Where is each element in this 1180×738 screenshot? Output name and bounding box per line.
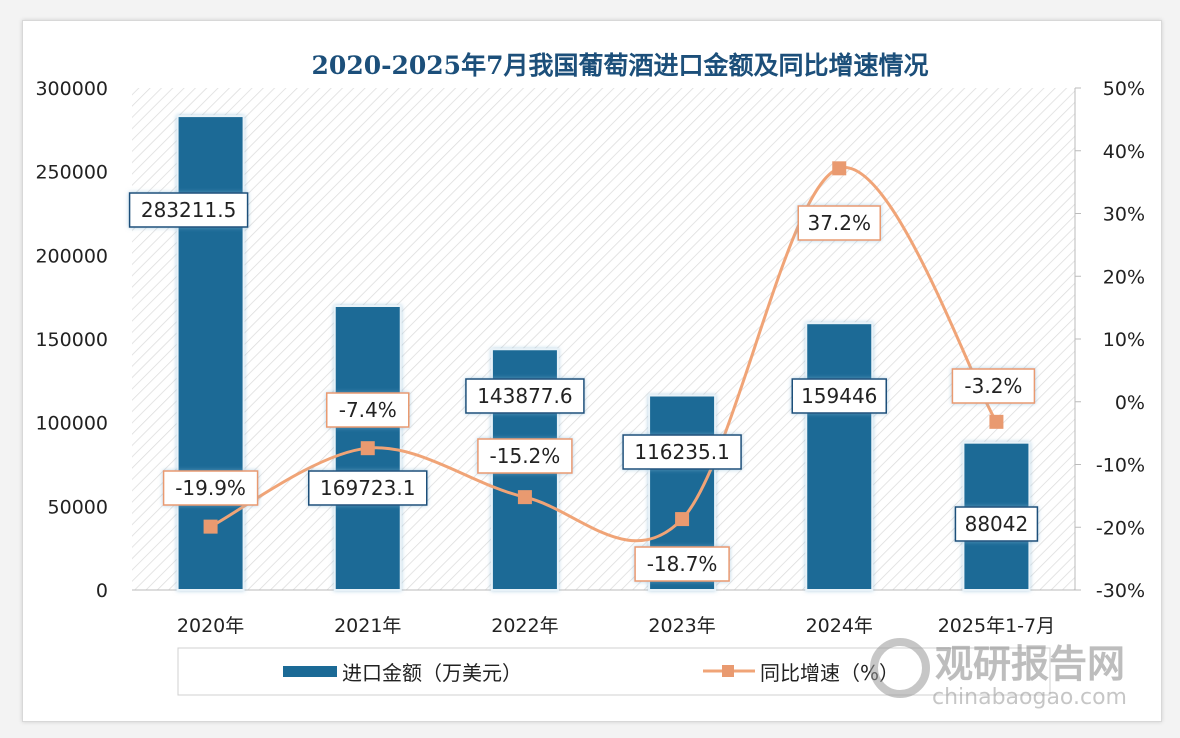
y-left-tick-label: 0: [96, 580, 108, 602]
growth-value-label-box: [162, 470, 259, 506]
watermark-logo-icon: [870, 638, 930, 698]
line-marker: [203, 519, 218, 534]
y-right-tick-label: 30%: [1103, 204, 1145, 226]
x-tick-label: 2020年: [177, 615, 244, 637]
y-right-tick-label: 50%: [1103, 78, 1145, 100]
growth-value-label-box: [634, 546, 730, 582]
line-marker: [675, 512, 690, 527]
legend-bar-label: 进口金额（万美元）: [342, 661, 522, 685]
growth-value-label: -3.2%: [964, 374, 1022, 398]
growth-value-label: -18.7%: [647, 552, 718, 576]
x-tick-label: 2022年: [491, 615, 558, 637]
bar-value-label: 283211.5: [141, 198, 236, 222]
line-marker: [989, 414, 1004, 429]
growth-value-label-box: [797, 205, 881, 241]
y-right-tick-label: -20%: [1096, 517, 1145, 539]
bar-value-label: 169723.1: [320, 476, 415, 500]
bar-value-label-box: [465, 378, 585, 414]
bar: [805, 322, 874, 591]
watermark-site: chinabaogao.com: [932, 685, 1127, 710]
y-left-tick-label: 150000: [35, 329, 108, 351]
y-right-tick-label: 20%: [1103, 266, 1145, 288]
growth-value-label-box: [951, 368, 1036, 404]
y-left-tick-label: 300000: [35, 78, 108, 100]
y-right-tick-label: 10%: [1103, 329, 1145, 351]
y-left-tick-label: 200000: [35, 245, 108, 267]
bar-value-label: 159446: [801, 384, 877, 408]
y-right-tick-label: 40%: [1103, 141, 1145, 163]
legend-bar-swatch: [283, 666, 337, 677]
bar-value-label-box: [791, 378, 887, 414]
x-tick-label: 2023年: [648, 615, 715, 637]
growth-value-label: -19.9%: [175, 476, 246, 500]
y-left-tick-label: 100000: [35, 413, 108, 435]
bar-value-label-box: [128, 192, 249, 228]
growth-value-label-box: [326, 392, 410, 428]
line-marker: [517, 490, 532, 505]
bar-value-label: 143877.6: [477, 384, 572, 408]
bar: [176, 115, 245, 592]
y-left-tick-label: 50000: [48, 496, 108, 518]
line-marker: [832, 161, 847, 176]
bar-value-label-box: [954, 506, 1039, 542]
growth-value-label: 37.2%: [807, 211, 871, 235]
watermark-brand: 观研报告网: [935, 642, 1125, 686]
x-tick-label: 2021年: [334, 615, 401, 637]
legend-marker-icon: [722, 665, 734, 677]
plot-area: [132, 88, 1075, 590]
x-tick-label: 2024年: [806, 615, 873, 637]
growth-value-label: -7.4%: [339, 398, 397, 422]
y-left-tick-label: 250000: [35, 162, 108, 184]
y-right-tick-label: -30%: [1096, 580, 1145, 602]
y-right-tick-label: 0%: [1115, 392, 1145, 414]
line-marker: [360, 441, 375, 456]
growth-value-label: -15.2%: [490, 444, 561, 468]
watermark: 观研报告网 chinabaogao.com: [870, 638, 1127, 710]
x-tick-label: 2025年1-7月: [938, 615, 1055, 637]
y-right-tick-label: -10%: [1096, 455, 1145, 477]
chart-title: 2020-2025年7月我国葡萄酒进口金额及同比增速情况: [312, 51, 929, 80]
bar-value-label-box: [622, 434, 742, 470]
bar-value-label: 88042: [965, 512, 1029, 536]
bar-value-label: 116235.1: [634, 440, 729, 464]
bar-value-label-box: [308, 470, 428, 506]
growth-value-label-box: [477, 438, 573, 474]
